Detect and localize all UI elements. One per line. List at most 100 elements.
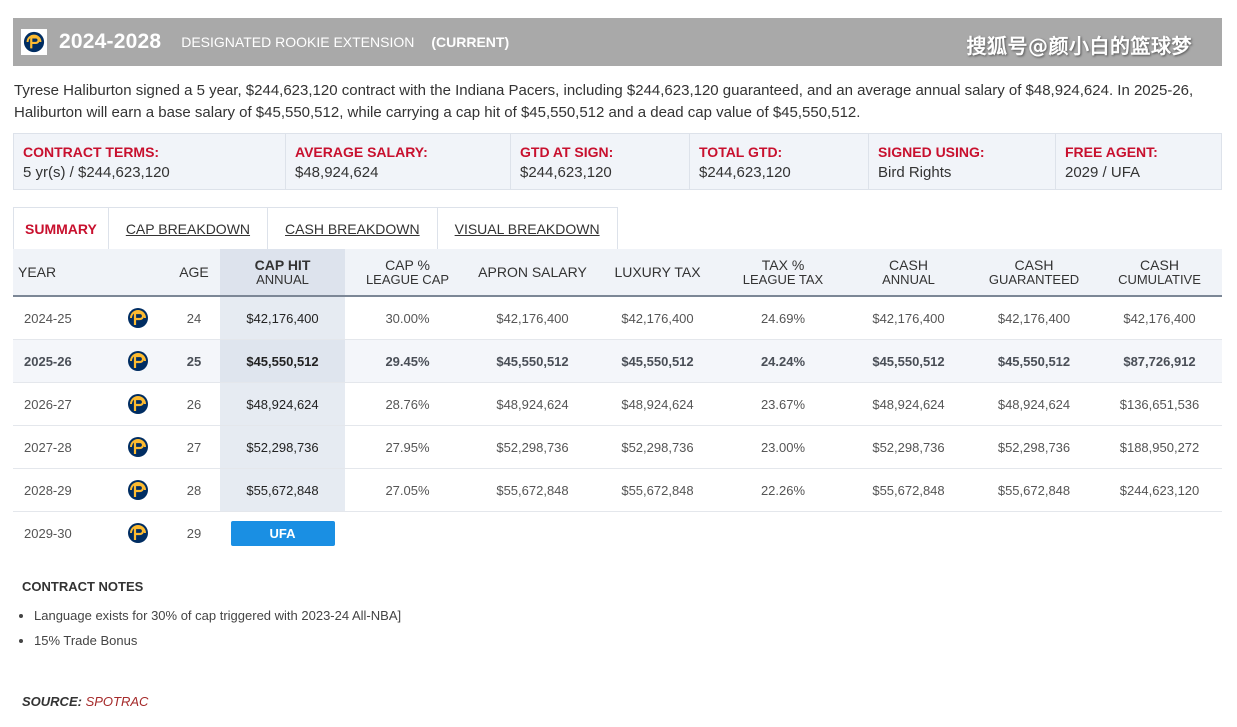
term-gtd-at-sign: GTD AT SIGN: $244,623,120	[511, 134, 690, 189]
col-cash-cum-header[interactable]: CASH CUMULATIVE	[1097, 249, 1222, 297]
table-row: 2028-29 28 $55,672,848 27.05% $55,672,84…	[13, 468, 1222, 512]
term-signed-using: SIGNED USING: Bird Rights	[869, 134, 1056, 189]
cell-cap-hit: $52,298,736	[220, 425, 345, 469]
cell-cap-hit: $48,924,624	[220, 382, 345, 426]
col-cash-gtd-header[interactable]: CASH GUARANTEED	[971, 249, 1097, 297]
cell-empty	[595, 512, 720, 555]
cell-cash-annual: $52,298,736	[846, 425, 971, 469]
contract-years: 2024-2028	[59, 30, 162, 53]
contract-terms: CONTRACT TERMS: 5 yr(s) / $244,623,120 A…	[13, 133, 1222, 190]
term-total-gtd: TOTAL GTD: $244,623,120	[690, 134, 869, 189]
team-logo	[21, 29, 47, 55]
col-cap-hit-header[interactable]: CAP HIT ANNUAL	[220, 249, 345, 297]
pacers-logo-icon	[23, 31, 45, 53]
header-sub: LEAGUE CAP	[365, 271, 450, 287]
col-age-header[interactable]: AGE	[168, 249, 220, 297]
contract-table: YEAR AGE CAP HIT ANNUAL CAP % LEAGUE CAP…	[13, 249, 1222, 554]
cell-age: 27	[168, 425, 220, 469]
cell-cash-annual: $48,924,624	[846, 382, 971, 426]
pacers-logo-icon	[128, 437, 148, 457]
header-top: CASH	[1140, 256, 1179, 273]
term-label: TOTAL GTD:	[699, 144, 783, 160]
cell-apron: $45,550,512	[470, 339, 595, 383]
table-row-current: 2025-26 25 $45,550,512 29.45% $45,550,51…	[13, 339, 1222, 383]
col-tax-pct-header[interactable]: TAX % LEAGUE TAX	[720, 249, 846, 297]
cell-empty	[720, 512, 846, 555]
cell-empty	[470, 512, 595, 555]
col-year-header[interactable]: YEAR	[13, 249, 108, 297]
tab-cap-breakdown[interactable]: CAP BREAKDOWN	[109, 208, 269, 250]
cell-cap-pct: 27.95%	[345, 425, 470, 469]
tab-cash-breakdown[interactable]: CASH BREAKDOWN	[268, 208, 438, 250]
term-value: $244,623,120	[699, 164, 791, 181]
pacers-logo-icon	[128, 523, 148, 543]
tab-visual-breakdown[interactable]: VISUAL BREAKDOWN	[454, 221, 600, 237]
cell-cap-hit: $45,550,512	[220, 339, 345, 383]
cell-team	[108, 339, 168, 383]
tab-summary[interactable]: SUMMARY	[14, 208, 109, 250]
header-top: TAX %	[761, 256, 805, 273]
table-header-row: YEAR AGE CAP HIT ANNUAL CAP % LEAGUE CAP…	[13, 249, 1222, 297]
cell-year: 2028-29	[13, 468, 108, 512]
cell-apron: $48,924,624	[470, 382, 595, 426]
cell-team	[108, 468, 168, 512]
col-apron-header[interactable]: APRON SALARY	[470, 249, 595, 297]
cell-cash-annual: $45,550,512	[846, 339, 971, 383]
col-cap-pct-header[interactable]: CAP % LEAGUE CAP	[345, 249, 470, 297]
header-sub: GUARANTEED	[988, 271, 1080, 287]
cell-apron: $52,298,736	[470, 425, 595, 469]
contract-notes-title: CONTRACT NOTES	[22, 579, 144, 594]
contract-notes-list: Language exists for 30% of cap triggered…	[20, 603, 401, 653]
header-top: CAP HIT	[254, 256, 311, 273]
col-luxury-header[interactable]: LUXURY TAX	[595, 249, 720, 297]
cell-tax-pct: 23.67%	[720, 382, 846, 426]
source-link[interactable]: SPOTRAC	[85, 694, 149, 709]
cell-luxury: $42,176,400	[595, 296, 720, 340]
contract-status: (CURRENT)	[431, 34, 510, 50]
cell-cash-gtd: $55,672,848	[971, 468, 1097, 512]
cell-cash-gtd: $52,298,736	[971, 425, 1097, 469]
ufa-badge: UFA	[230, 520, 335, 546]
pacers-logo-icon	[128, 308, 148, 328]
cell-cash-cum: $136,651,536	[1097, 382, 1222, 426]
cell-tax-pct: 24.24%	[720, 339, 846, 383]
contract-header-bar: 2024-2028 DESIGNATED ROOKIE EXTENSION (C…	[13, 18, 1222, 66]
cell-empty	[1097, 512, 1222, 555]
contract-note-item: 15% Trade Bonus	[34, 628, 401, 653]
cell-luxury: $48,924,624	[595, 382, 720, 426]
cell-tax-pct: 23.00%	[720, 425, 846, 469]
cell-age: 29	[186, 525, 202, 541]
cell-year: 2024-25	[13, 296, 108, 340]
table-row: 2026-27 26 $48,924,624 28.76% $48,924,62…	[13, 382, 1222, 426]
cell-cash-gtd: $48,924,624	[971, 382, 1097, 426]
cell-team	[108, 296, 168, 340]
term-free-agent: FREE AGENT: 2029 / UFA	[1056, 134, 1220, 189]
header-top: CASH	[1014, 256, 1054, 273]
term-value: Bird Rights	[878, 164, 952, 181]
table-row: 2024-25 24 $42,176,400 30.00% $42,176,40…	[13, 296, 1222, 340]
col-cash-annual-header[interactable]: CASH ANNUAL	[846, 249, 971, 297]
table-row-free-agent: 2029-30 29 UFA	[13, 512, 1222, 555]
cell-year: 2026-27	[13, 382, 108, 426]
breakdown-tabs: SUMMARY CAP BREAKDOWN CASH BREAKDOWN VIS…	[13, 207, 618, 250]
cell-age: 25	[168, 339, 220, 383]
cell-luxury: $52,298,736	[595, 425, 720, 469]
header-sub: LEAGUE TAX	[742, 271, 824, 287]
cell-tax-pct: 24.69%	[720, 296, 846, 340]
cell-cap-pct: 29.45%	[345, 339, 470, 383]
pacers-logo-icon	[128, 480, 148, 500]
cell-cap-pct: 30.00%	[345, 296, 470, 340]
cell-apron: $55,672,848	[470, 468, 595, 512]
cell-team	[108, 382, 168, 426]
cell-cap-hit: $55,672,848	[220, 468, 345, 512]
cell-year: 2027-28	[13, 425, 108, 469]
term-label: AVERAGE SALARY:	[295, 144, 428, 160]
source-label: SOURCE:	[22, 694, 82, 709]
table-row: 2027-28 27 $52,298,736 27.95% $52,298,73…	[13, 425, 1222, 469]
cell-cash-annual: $42,176,400	[846, 296, 971, 340]
watermark: 搜狐号@颜小白的篮球梦	[966, 34, 1192, 58]
source-credit: SOURCE: SPOTRAC	[22, 694, 148, 709]
cell-empty	[971, 512, 1097, 555]
term-value: 2029 / UFA	[1065, 164, 1141, 181]
cell-tax-pct: 22.26%	[720, 468, 846, 512]
